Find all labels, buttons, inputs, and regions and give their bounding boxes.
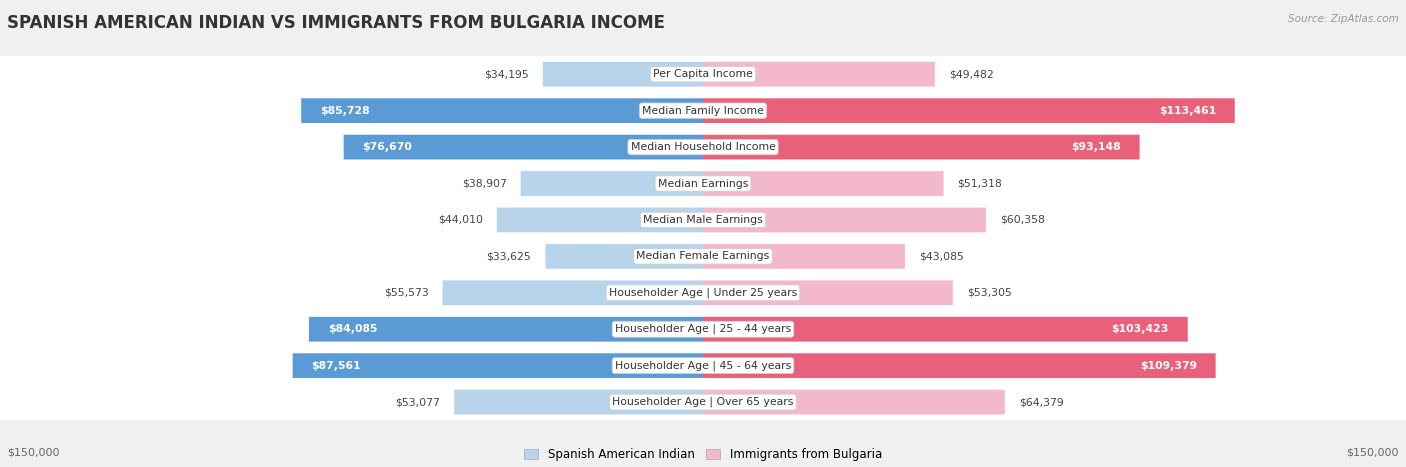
Text: $34,195: $34,195: [484, 69, 529, 79]
FancyBboxPatch shape: [546, 244, 703, 269]
Text: Householder Age | 45 - 64 years: Householder Age | 45 - 64 years: [614, 361, 792, 371]
FancyBboxPatch shape: [703, 244, 905, 269]
Text: Source: ZipAtlas.com: Source: ZipAtlas.com: [1288, 14, 1399, 24]
FancyBboxPatch shape: [343, 134, 703, 160]
Text: Householder Age | Under 25 years: Householder Age | Under 25 years: [609, 288, 797, 298]
FancyBboxPatch shape: [703, 389, 1005, 415]
FancyBboxPatch shape: [543, 62, 703, 87]
Text: $150,000: $150,000: [7, 448, 59, 458]
Text: $60,358: $60,358: [1000, 215, 1045, 225]
FancyBboxPatch shape: [292, 353, 703, 378]
Legend: Spanish American Indian, Immigrants from Bulgaria: Spanish American Indian, Immigrants from…: [524, 448, 882, 461]
Text: $76,670: $76,670: [363, 142, 412, 152]
FancyBboxPatch shape: [703, 134, 1139, 160]
FancyBboxPatch shape: [520, 171, 703, 196]
Text: $44,010: $44,010: [437, 215, 482, 225]
Text: Householder Age | Over 65 years: Householder Age | Over 65 years: [612, 397, 794, 407]
FancyBboxPatch shape: [703, 353, 1216, 378]
Text: Per Capita Income: Per Capita Income: [652, 69, 754, 79]
Text: $103,423: $103,423: [1112, 324, 1168, 334]
Text: Median Male Earnings: Median Male Earnings: [643, 215, 763, 225]
Text: $43,085: $43,085: [920, 251, 965, 262]
FancyBboxPatch shape: [703, 62, 935, 87]
FancyBboxPatch shape: [703, 207, 986, 233]
Text: $93,148: $93,148: [1071, 142, 1121, 152]
Text: $55,573: $55,573: [384, 288, 429, 298]
FancyBboxPatch shape: [309, 317, 703, 342]
FancyBboxPatch shape: [454, 389, 703, 415]
FancyBboxPatch shape: [443, 280, 703, 305]
Text: Median Household Income: Median Household Income: [630, 142, 776, 152]
Text: Median Family Income: Median Family Income: [643, 106, 763, 116]
Text: Householder Age | 25 - 44 years: Householder Age | 25 - 44 years: [614, 324, 792, 334]
Text: $109,379: $109,379: [1140, 361, 1197, 371]
Text: $53,077: $53,077: [395, 397, 440, 407]
FancyBboxPatch shape: [496, 207, 703, 233]
Text: $87,561: $87,561: [311, 361, 361, 371]
Text: $84,085: $84,085: [328, 324, 377, 334]
FancyBboxPatch shape: [703, 280, 953, 305]
Text: SPANISH AMERICAN INDIAN VS IMMIGRANTS FROM BULGARIA INCOME: SPANISH AMERICAN INDIAN VS IMMIGRANTS FR…: [7, 14, 665, 32]
Text: $64,379: $64,379: [1019, 397, 1063, 407]
Text: Median Female Earnings: Median Female Earnings: [637, 251, 769, 262]
Text: $53,305: $53,305: [967, 288, 1012, 298]
FancyBboxPatch shape: [703, 171, 943, 196]
FancyBboxPatch shape: [301, 98, 703, 123]
Text: $85,728: $85,728: [321, 106, 370, 116]
Text: $150,000: $150,000: [1347, 448, 1399, 458]
Text: $33,625: $33,625: [486, 251, 531, 262]
Text: $49,482: $49,482: [949, 69, 994, 79]
Text: $51,318: $51,318: [957, 178, 1002, 189]
Text: Median Earnings: Median Earnings: [658, 178, 748, 189]
FancyBboxPatch shape: [703, 317, 1188, 342]
Text: $113,461: $113,461: [1159, 106, 1216, 116]
Text: $38,907: $38,907: [461, 178, 506, 189]
FancyBboxPatch shape: [703, 98, 1234, 123]
